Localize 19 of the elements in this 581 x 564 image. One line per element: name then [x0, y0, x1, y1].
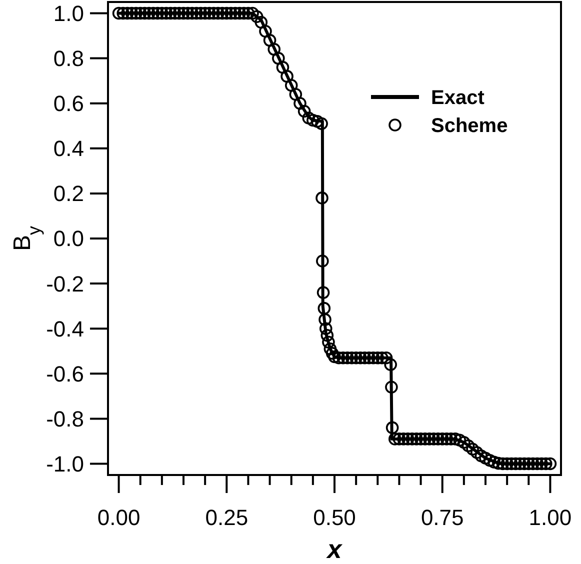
y-tick-label: 0.0: [53, 226, 84, 252]
y-tick-label: 0.4: [53, 136, 84, 162]
y-tick-label: -0.8: [46, 406, 84, 432]
y-tick-label: -0.6: [46, 361, 84, 386]
x-tick-label: 1.00: [528, 505, 572, 530]
y-tick-label: -1.0: [46, 451, 84, 476]
y-tick-label: -0.2: [46, 271, 84, 296]
y-tick-label: 0.8: [53, 46, 84, 72]
x-tick-label: 0.00: [97, 505, 140, 530]
legend-label: Scheme: [431, 115, 508, 137]
y-tick-label: -0.4: [46, 316, 84, 342]
legend-label: Exact: [431, 87, 485, 109]
x-tick-label: 0.25: [205, 505, 248, 530]
y-tick-label: 0.2: [53, 181, 84, 206]
y-tick-label: 1.0: [53, 0, 84, 26]
y-tick-label: 0.6: [53, 91, 84, 116]
x-tick-label: 0.50: [313, 505, 356, 530]
x-axis-title: x: [325, 534, 344, 564]
x-tick-label: 0.75: [420, 505, 464, 530]
